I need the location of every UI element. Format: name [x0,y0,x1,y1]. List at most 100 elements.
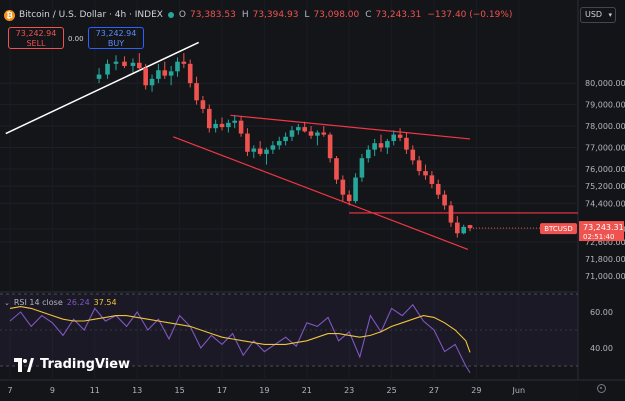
candle-body [442,194,447,206]
y-tick-label: 76,000.00 [585,165,625,174]
candle-body [365,149,371,159]
candle-body [162,70,168,76]
candle-body [200,100,206,109]
candle-body [226,122,231,128]
candle-body [245,133,250,152]
candle-body [448,205,454,223]
collapse-icon[interactable]: ⌄ [4,298,10,307]
y-tick-label: 74,400.00 [585,199,625,208]
currency-selector[interactable]: USD ▾ [580,7,616,23]
candle-body [219,123,225,128]
candle-body [113,61,119,64]
candle-body [296,127,301,131]
candle-body [391,134,397,142]
rsi-y-tick-label: 40.00 [590,344,613,353]
buy-price: 73,242.94 [95,29,137,38]
candle-body [122,61,127,66]
candle-body [238,120,244,134]
white-trendline [5,41,200,135]
x-tick-label: 7 [7,386,12,395]
settings-icon[interactable] [597,384,606,393]
candle-body [137,62,142,69]
price-tag [579,221,624,242]
rsi-legend: ⌄ RSI 14 close 26.24 37.54 [4,298,117,307]
candle-body [143,68,148,86]
y-tick-label: 78,000.00 [585,122,625,131]
x-tick-label: 29 [471,386,481,395]
y-tick-label: 71,000.00 [585,272,625,281]
candle-body [385,141,390,148]
candle-body [334,158,339,180]
candle-body [289,130,295,137]
sell-label: SELL [26,39,46,48]
chevron-down-icon: ▾ [608,11,612,19]
candle-body [359,158,365,178]
candle-body [175,61,180,72]
x-tick-label: 19 [259,386,269,395]
buy-label: BUY [107,39,125,48]
tradingview-logo-icon [14,357,34,372]
y-tick-label: 71,800.00 [585,255,625,264]
candle-body [130,62,136,66]
sell-price: 73,242.94 [15,29,57,38]
price-change: −137.40 (−0.19%) [427,10,513,20]
candle-body [194,83,199,101]
candle-body [232,120,238,123]
candle-body [264,149,269,154]
candle-body [206,108,212,129]
x-tick-label: 11 [90,386,100,395]
candle-body [404,137,409,150]
spread-value: 0.00 [68,35,84,43]
candle-body [149,78,155,86]
rsi-pane [0,293,578,374]
market-status-icon [167,12,174,18]
x-tick-label: 13 [132,386,142,395]
red-trendline [230,114,471,140]
candle-body [251,148,257,152]
candle-body [321,132,327,135]
bitcoin-icon: ₿ [4,9,15,21]
x-tick-label: 9 [50,386,55,395]
candle-body [353,177,358,202]
ohlc-high: 73,394.93 [252,10,299,20]
brand-name: TradingView [40,357,131,372]
buy-button[interactable]: 73,242.94 BUY [88,27,144,49]
candle-body [283,136,288,142]
candle-body [302,127,307,132]
chart-header: ₿ Bitcoin / U.S. Dollar · 4h · INDEX O 73… [4,7,514,23]
candle-body [397,134,403,138]
ohlc-open: 73,383.53 [190,10,236,20]
candle-body [416,160,422,172]
ohlc-high-label: H [241,10,249,20]
candle-body [467,225,473,229]
candle-body [372,143,377,150]
candle-body [346,194,352,202]
candle-body [461,226,466,234]
candle-body [105,63,110,75]
rsi-ma-value: 37.54 [93,298,117,307]
y-tick-label: 80,000.00 [585,79,625,88]
ohlc-low: 73,098.00 [313,10,360,20]
candle-body [270,145,276,150]
symbol-tag-label: BTCUSD [544,225,573,233]
tradingview-logo[interactable]: TradingView [14,357,130,372]
candles [96,53,473,238]
y-tick-label: 79,000.00 [585,101,625,110]
symbol-title[interactable]: Bitcoin / U.S. Dollar · 4h · INDEX [19,10,163,20]
sell-button[interactable]: 73,242.94 SELL [8,27,64,49]
trendlines [5,41,578,250]
rsi-ma-line [9,306,471,353]
x-tick-label: 15 [175,386,185,395]
y-tick-label: 77,000.00 [585,143,625,152]
x-tick-label: 25 [387,386,397,395]
x-tick-label: Jun [512,386,526,395]
candle-body [410,149,416,161]
price-axis-area [578,0,625,401]
x-tick-label: 21 [302,386,312,395]
candle-body [213,123,218,129]
candle-body [257,148,263,154]
x-tick-label: 23 [344,386,354,395]
rsi-legend-name[interactable]: RSI 14 close [13,298,63,307]
